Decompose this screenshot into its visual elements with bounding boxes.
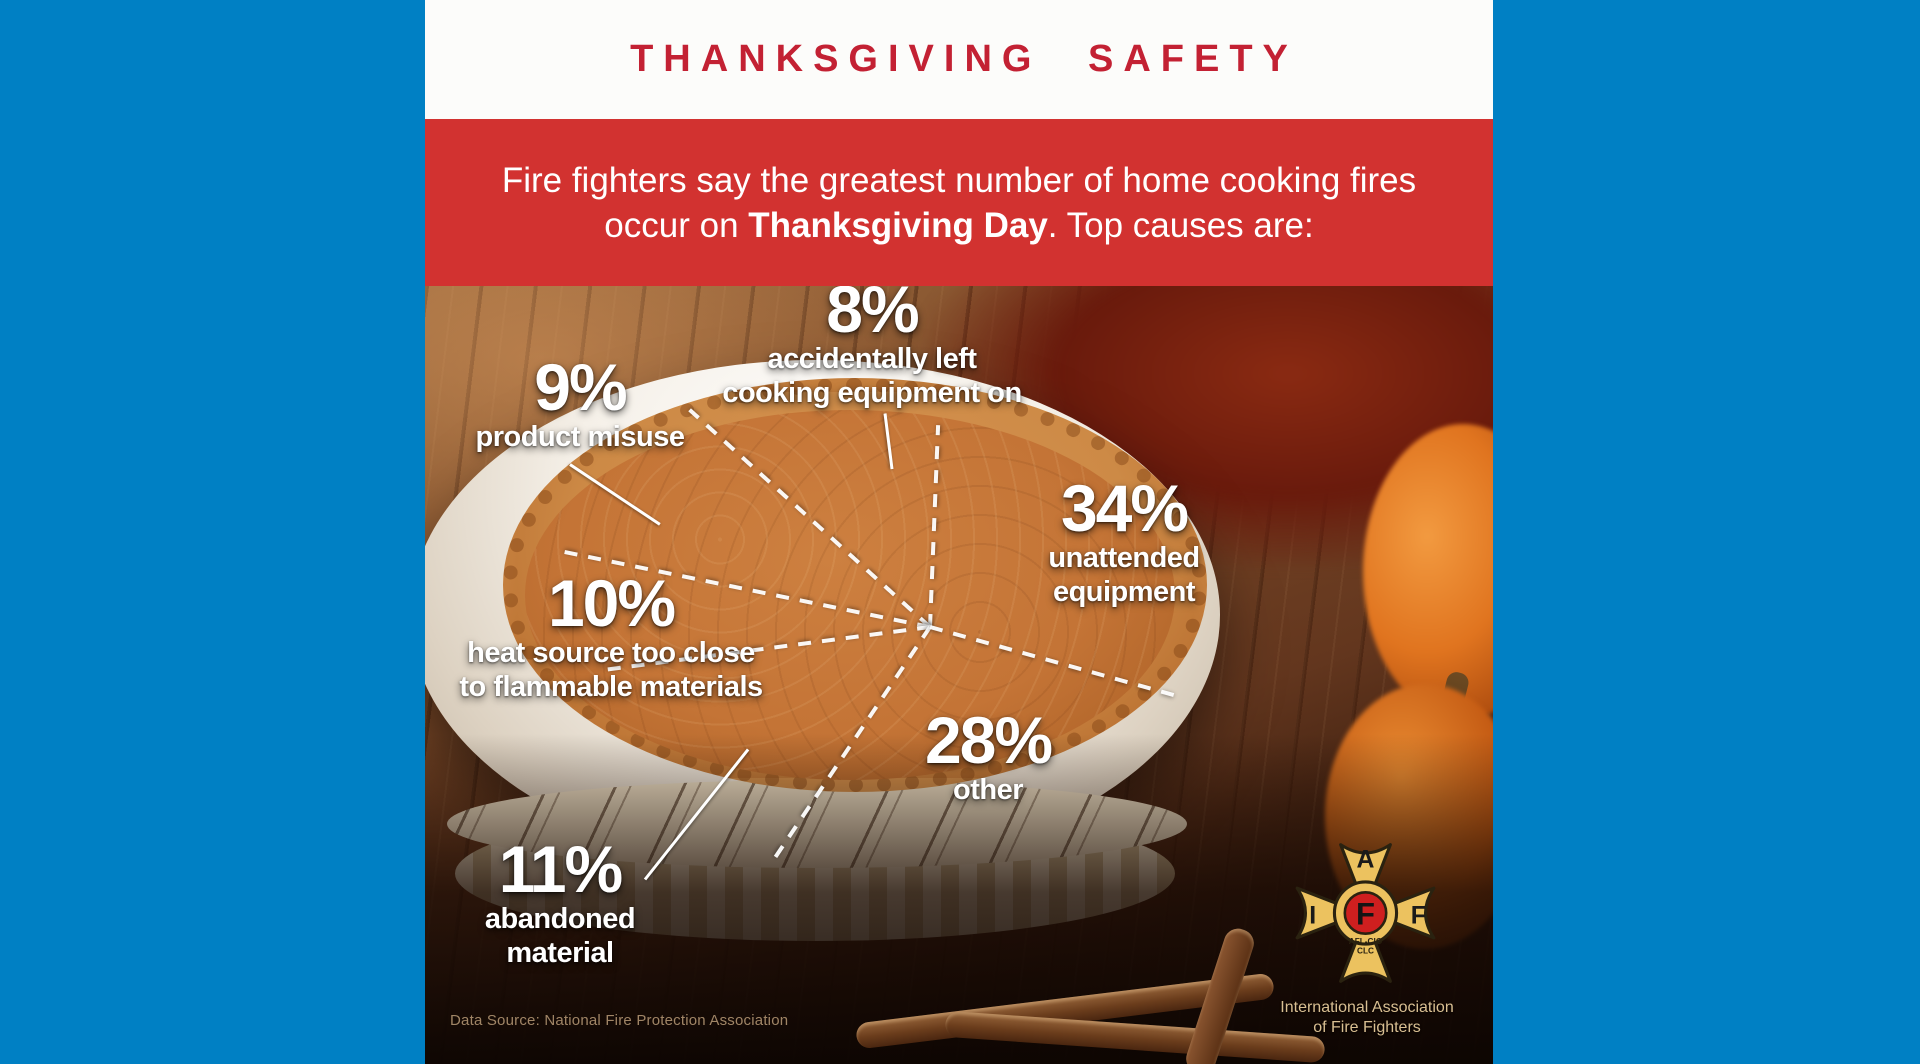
infographic-poster: THANKSGIVING SAFETY Fire fighters say th… xyxy=(425,0,1493,1064)
maltese-cross-bottom-arm xyxy=(1339,915,1392,983)
slice-cause: product misuse xyxy=(475,421,685,453)
logo-center-circle xyxy=(1343,890,1388,936)
slice-label-9: 9% product misuse xyxy=(476,354,685,454)
data-source-note: Data Source: National Fire Protection As… xyxy=(450,1012,789,1029)
slice-cause: material xyxy=(506,937,614,969)
intro-text: Fire fighters say the greatest number of… xyxy=(479,158,1439,248)
iaff-logo: F A I F AFL-CIO CLC xyxy=(1295,843,1436,983)
slice-label-10: 10% heat source too close to flammable m… xyxy=(459,566,763,704)
slice-cause: equipment xyxy=(1052,576,1196,608)
slice-label-28: 28% other xyxy=(924,703,1053,807)
logo-left-letter: I xyxy=(1309,902,1316,929)
slice-value: 10% xyxy=(547,566,676,640)
slice-label-8: 8% accidentally left cooking equipment o… xyxy=(722,286,1022,410)
slice-cause: unattended xyxy=(1048,542,1200,574)
slice-cause: to flammable materials xyxy=(459,671,763,703)
maltese-cross-top-arm xyxy=(1339,843,1392,911)
intro-text-suffix: . Top causes are: xyxy=(1047,205,1314,245)
slice-cause: cooking equipment on xyxy=(722,377,1022,409)
slice-value: 9% xyxy=(534,350,627,424)
slice-cause: abandoned xyxy=(484,903,636,935)
pie-filling xyxy=(525,410,1175,780)
logo-band-afl-cio: AFL-CIO xyxy=(1349,937,1383,946)
slice-value: 11% xyxy=(498,832,623,906)
page-title: THANKSGIVING SAFETY xyxy=(630,38,1298,80)
slice-value: 28% xyxy=(924,703,1053,777)
iaff-caption-line2: of Fire Fighters xyxy=(1313,1019,1421,1036)
slice-cause: heat source too close xyxy=(467,637,755,669)
maltese-cross-right-arm xyxy=(1368,886,1436,940)
logo-band-clc: CLC xyxy=(1357,946,1374,955)
slice-cause: accidentally left xyxy=(767,343,977,375)
intro-banner: Fire fighters say the greatest number of… xyxy=(425,119,1493,286)
intro-text-bold: Thanksgiving Day xyxy=(748,205,1048,245)
slice-value: 8% xyxy=(826,286,919,346)
logo-top-letter: A xyxy=(1357,846,1375,873)
intro-text-prefix: Fire fighters say the greatest number of… xyxy=(501,160,1417,245)
maltese-cross-left-arm xyxy=(1295,886,1363,940)
logo-center-letter: F xyxy=(1356,896,1375,931)
logo-right-letter: F xyxy=(1411,902,1426,929)
slice-label-11: 11% abandoned material xyxy=(484,832,636,970)
iaff-caption-line1: International Association xyxy=(1280,999,1454,1016)
pie-photo-chart: 8% accidentally left cooking equipment o… xyxy=(425,286,1493,1064)
header-bar: THANKSGIVING SAFETY xyxy=(425,0,1493,119)
slice-cause: other xyxy=(952,774,1024,806)
iaff-caption: International Association of Fire Fighte… xyxy=(1280,998,1453,1038)
slice-label-34: 34% unattended equipment xyxy=(1048,471,1200,609)
slice-value: 34% xyxy=(1060,471,1189,545)
